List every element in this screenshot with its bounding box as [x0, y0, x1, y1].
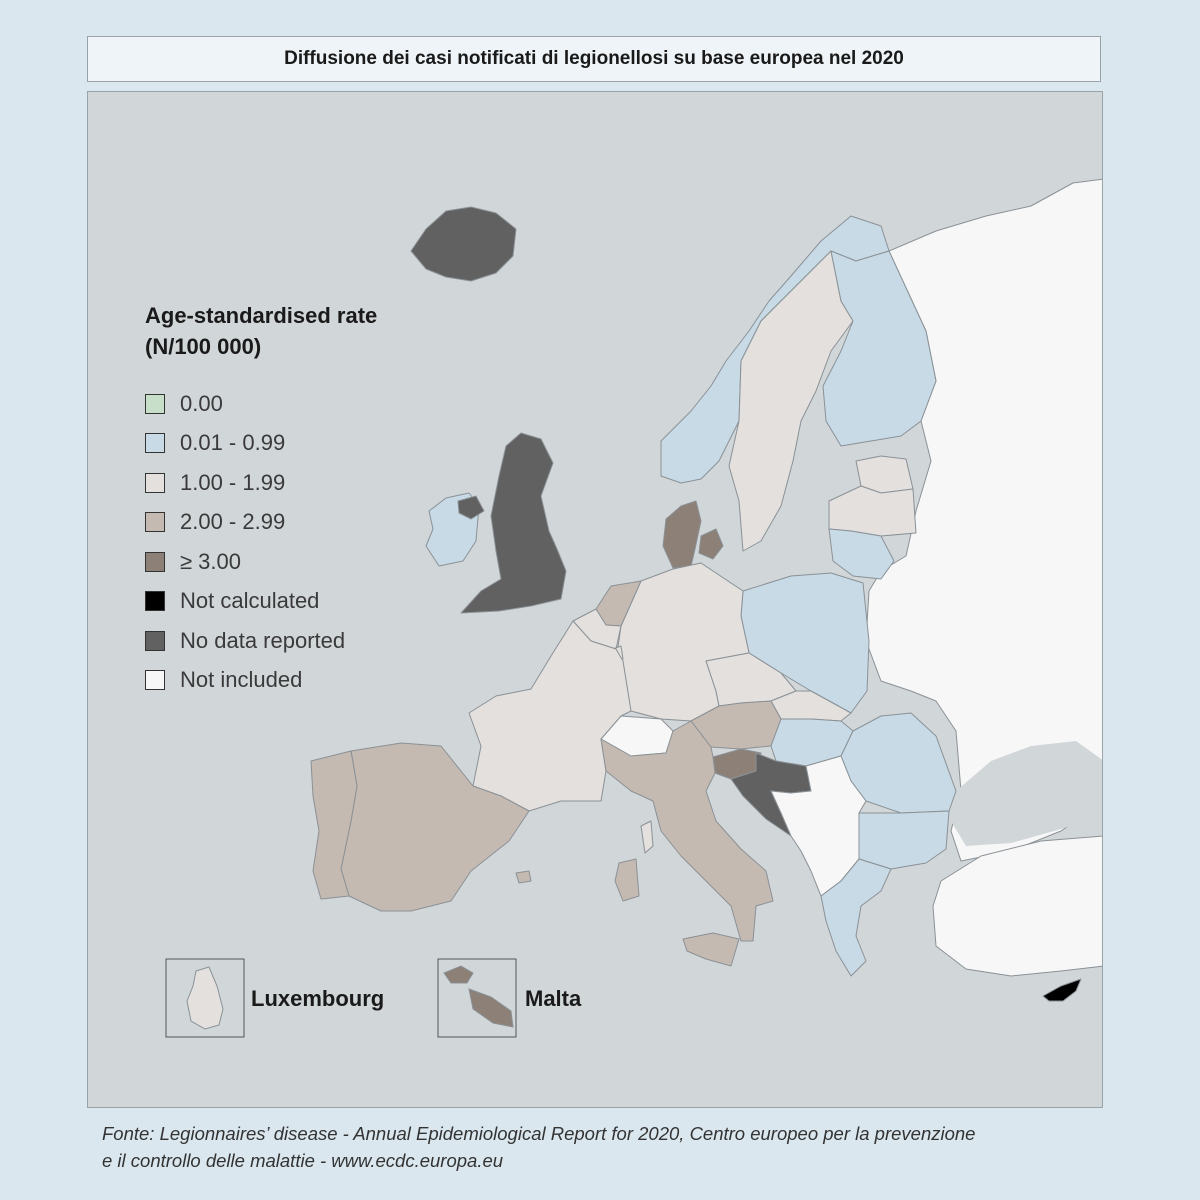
region-sicily [682, 932, 740, 967]
legend-item: Not included [145, 661, 377, 701]
luxembourg-inset-shape [186, 966, 224, 1030]
legend-label: No data reported [180, 627, 346, 653]
europe-map [165, 178, 1102, 1038]
region-sweden [728, 250, 854, 552]
source-line1: Fonte: Legionnaires’ disease - Annual Ep… [102, 1123, 976, 1144]
malta-inset-label: Malta [525, 986, 582, 1011]
region-france [468, 620, 632, 812]
map-title-box: Diffusione dei casi notificati di legion… [87, 36, 1101, 82]
map-frame [87, 91, 1103, 1108]
legend-item: No data reported [145, 621, 377, 661]
legend-item: 0.01 - 0.99 [145, 424, 377, 464]
legend-label: 2.00 - 2.99 [180, 509, 286, 535]
legend-swatch [145, 433, 165, 454]
legend-title-line2: (N/100 000) [145, 334, 262, 359]
legend-title: Age-standardised rate (N/100 000) [145, 300, 377, 362]
region-united-kingdom [460, 432, 567, 614]
region-sardinia [614, 858, 640, 902]
region-finland [822, 250, 937, 447]
legend-label: Not included [180, 667, 303, 693]
region-latvia [828, 485, 917, 537]
region-balearic-islands [515, 870, 532, 884]
region-turkey [932, 835, 1102, 977]
malta-inset-gozo [443, 965, 474, 984]
map-title: Diffusione dei casi notificati di legion… [284, 48, 904, 69]
region-cyprus [1042, 978, 1082, 1002]
region-black-sea [951, 741, 1102, 846]
legend-title-line1: Age-standardised rate [145, 303, 378, 328]
legend-label: 0.01 - 0.99 [180, 430, 286, 456]
region-denmark [662, 500, 702, 569]
region-corsica [640, 820, 654, 854]
legend-label: 1.00 - 1.99 [180, 469, 286, 495]
legend-swatch [145, 551, 165, 572]
legend-label: 0.00 [180, 390, 223, 416]
legend-item: 0.00 [145, 384, 377, 424]
legend-swatch [145, 670, 165, 691]
region-greece [820, 858, 892, 977]
region-eastern-europe [865, 178, 1102, 862]
region-northern-ireland [457, 495, 485, 520]
region-lithuania [828, 528, 895, 580]
legend-label: ≥ 3.00 [180, 548, 242, 574]
legend-swatch [145, 512, 165, 533]
legend: Age-standardised rate (N/100 000) 0.00 0… [145, 300, 377, 700]
legend-label: Not calculated [180, 588, 320, 614]
legend-swatch [145, 591, 165, 612]
legend-item: 2.00 - 2.99 [145, 503, 377, 543]
luxembourg-inset-label: Luxembourg [251, 986, 385, 1011]
legend-swatch [145, 393, 165, 414]
region-western-balkans [770, 755, 867, 897]
legend-swatch [145, 630, 165, 651]
legend-item: Not calculated [145, 582, 377, 622]
legend-item: 1.00 - 1.99 [145, 463, 377, 503]
region-iceland [410, 206, 517, 282]
source-note: Fonte: Legionnaires’ disease - Annual Ep… [102, 1120, 1102, 1174]
source-line2: e il controllo delle malattie - www.ecdc… [102, 1150, 504, 1171]
malta-inset-main-island [468, 988, 514, 1028]
legend-item: ≥ 3.00 [145, 542, 377, 582]
legend-swatch [145, 472, 165, 493]
region-denmark-islands [698, 528, 724, 560]
region-bulgaria [858, 810, 950, 870]
region-italy [600, 720, 774, 942]
legend-items: 0.00 0.01 - 0.99 1.00 - 1.99 2.00 - 2.99… [145, 384, 377, 700]
region-portugal [310, 750, 358, 900]
